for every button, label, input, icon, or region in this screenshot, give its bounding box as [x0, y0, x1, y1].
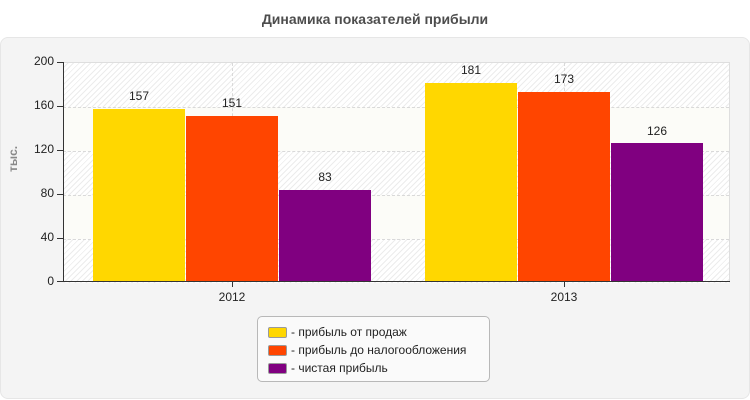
bar-2013-sales-profit [425, 83, 517, 282]
legend-swatch-icon [268, 344, 287, 356]
x-tick [232, 282, 233, 287]
legend-label: - чистая прибыль [291, 361, 388, 375]
legend-swatch-icon [268, 362, 287, 374]
y-tick [57, 194, 63, 195]
value-label: 151 [221, 96, 243, 110]
bar-2013-pretax-profit [518, 92, 610, 282]
legend-label: - прибыль от продаж [291, 325, 407, 339]
legend: - прибыль от продаж - прибыль до налогоо… [257, 316, 490, 382]
bar-2012-sales-profit [93, 109, 185, 282]
gridline [63, 151, 729, 152]
legend-item-net-profit[interactable]: - чистая прибыль [268, 360, 388, 376]
x-tick-label: 2012 [218, 290, 246, 304]
y-tick-label: 80 [40, 186, 54, 200]
value-label: 83 [318, 170, 332, 184]
y-tick-label: 160 [33, 98, 54, 112]
y-tick-label: 40 [40, 230, 54, 244]
y-tick [57, 238, 63, 239]
legend-item-sales-profit[interactable]: - прибыль от продаж [268, 324, 407, 340]
legend-item-pretax-profit[interactable]: - прибыль до налогообложения [268, 342, 466, 358]
y-tick-label: 120 [33, 142, 54, 156]
x-tick [564, 282, 565, 287]
y-tick-label: 0 [47, 274, 54, 288]
value-label: 173 [553, 72, 575, 86]
gridline [63, 107, 729, 108]
y-tick-label: 200 [33, 54, 54, 68]
chart-title: Динамика показателей прибыли [261, 11, 489, 27]
bar-2012-pretax-profit [186, 116, 278, 282]
y-tick [57, 106, 63, 107]
y-tick [57, 150, 63, 151]
y-axis-title: тыс. [6, 145, 20, 172]
bar-2013-net-profit [611, 143, 703, 282]
x-axis [63, 281, 730, 282]
value-label: 181 [460, 63, 482, 77]
gridline [63, 195, 729, 196]
value-label: 157 [128, 89, 150, 103]
y-tick [57, 281, 63, 282]
band [63, 63, 729, 107]
bar-2012-net-profit [279, 190, 371, 282]
gridline [63, 239, 729, 240]
legend-label: - прибыль до налогообложения [291, 343, 467, 357]
y-axis [63, 62, 64, 282]
x-tick-label: 2013 [550, 290, 578, 304]
y-tick [57, 62, 63, 63]
legend-swatch-icon [268, 326, 287, 338]
value-label: 126 [646, 124, 668, 138]
